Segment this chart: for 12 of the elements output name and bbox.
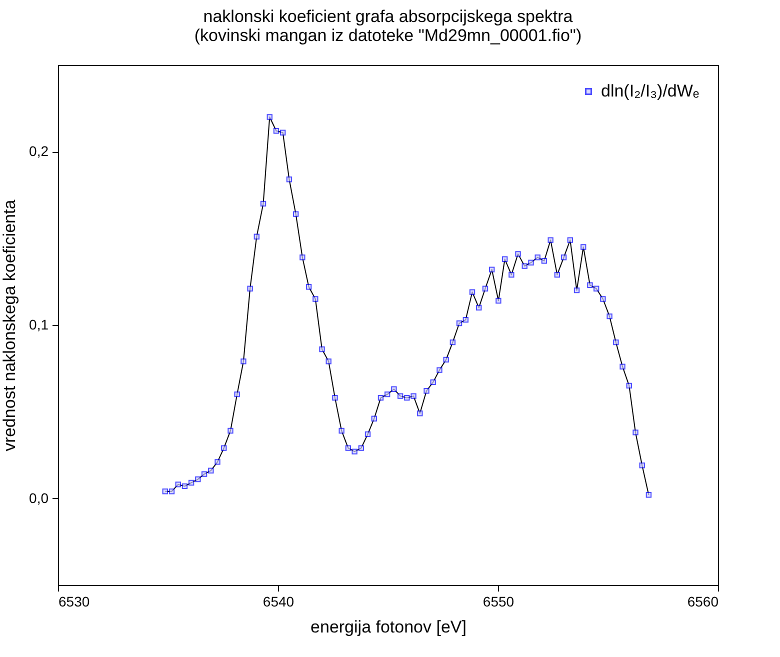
- y-axis-title: vrednost naklonskega koeficienta: [0, 199, 20, 452]
- x-tick-label: 6560: [687, 594, 719, 610]
- y-tick-label: 0,1: [29, 316, 49, 332]
- y-tick-label: 0,0: [29, 490, 49, 506]
- x-tick-label: 6550: [482, 594, 514, 610]
- text: (kovinski mangan iz datoteke "Md29mn_00001.fio"): [194, 26, 582, 45]
- x-axis-title: energija fotonov [eV]: [310, 618, 466, 636]
- text: naklonski koeficient grafa absorpcijskega spektra: [203, 7, 573, 26]
- legend-label: dln(I₂/I₃)/dWₑ: [601, 82, 700, 100]
- x-tick-label: 6540: [262, 594, 294, 610]
- x-tick-label: 6530: [58, 594, 90, 610]
- y-tick-label: 0,2: [29, 143, 49, 160]
